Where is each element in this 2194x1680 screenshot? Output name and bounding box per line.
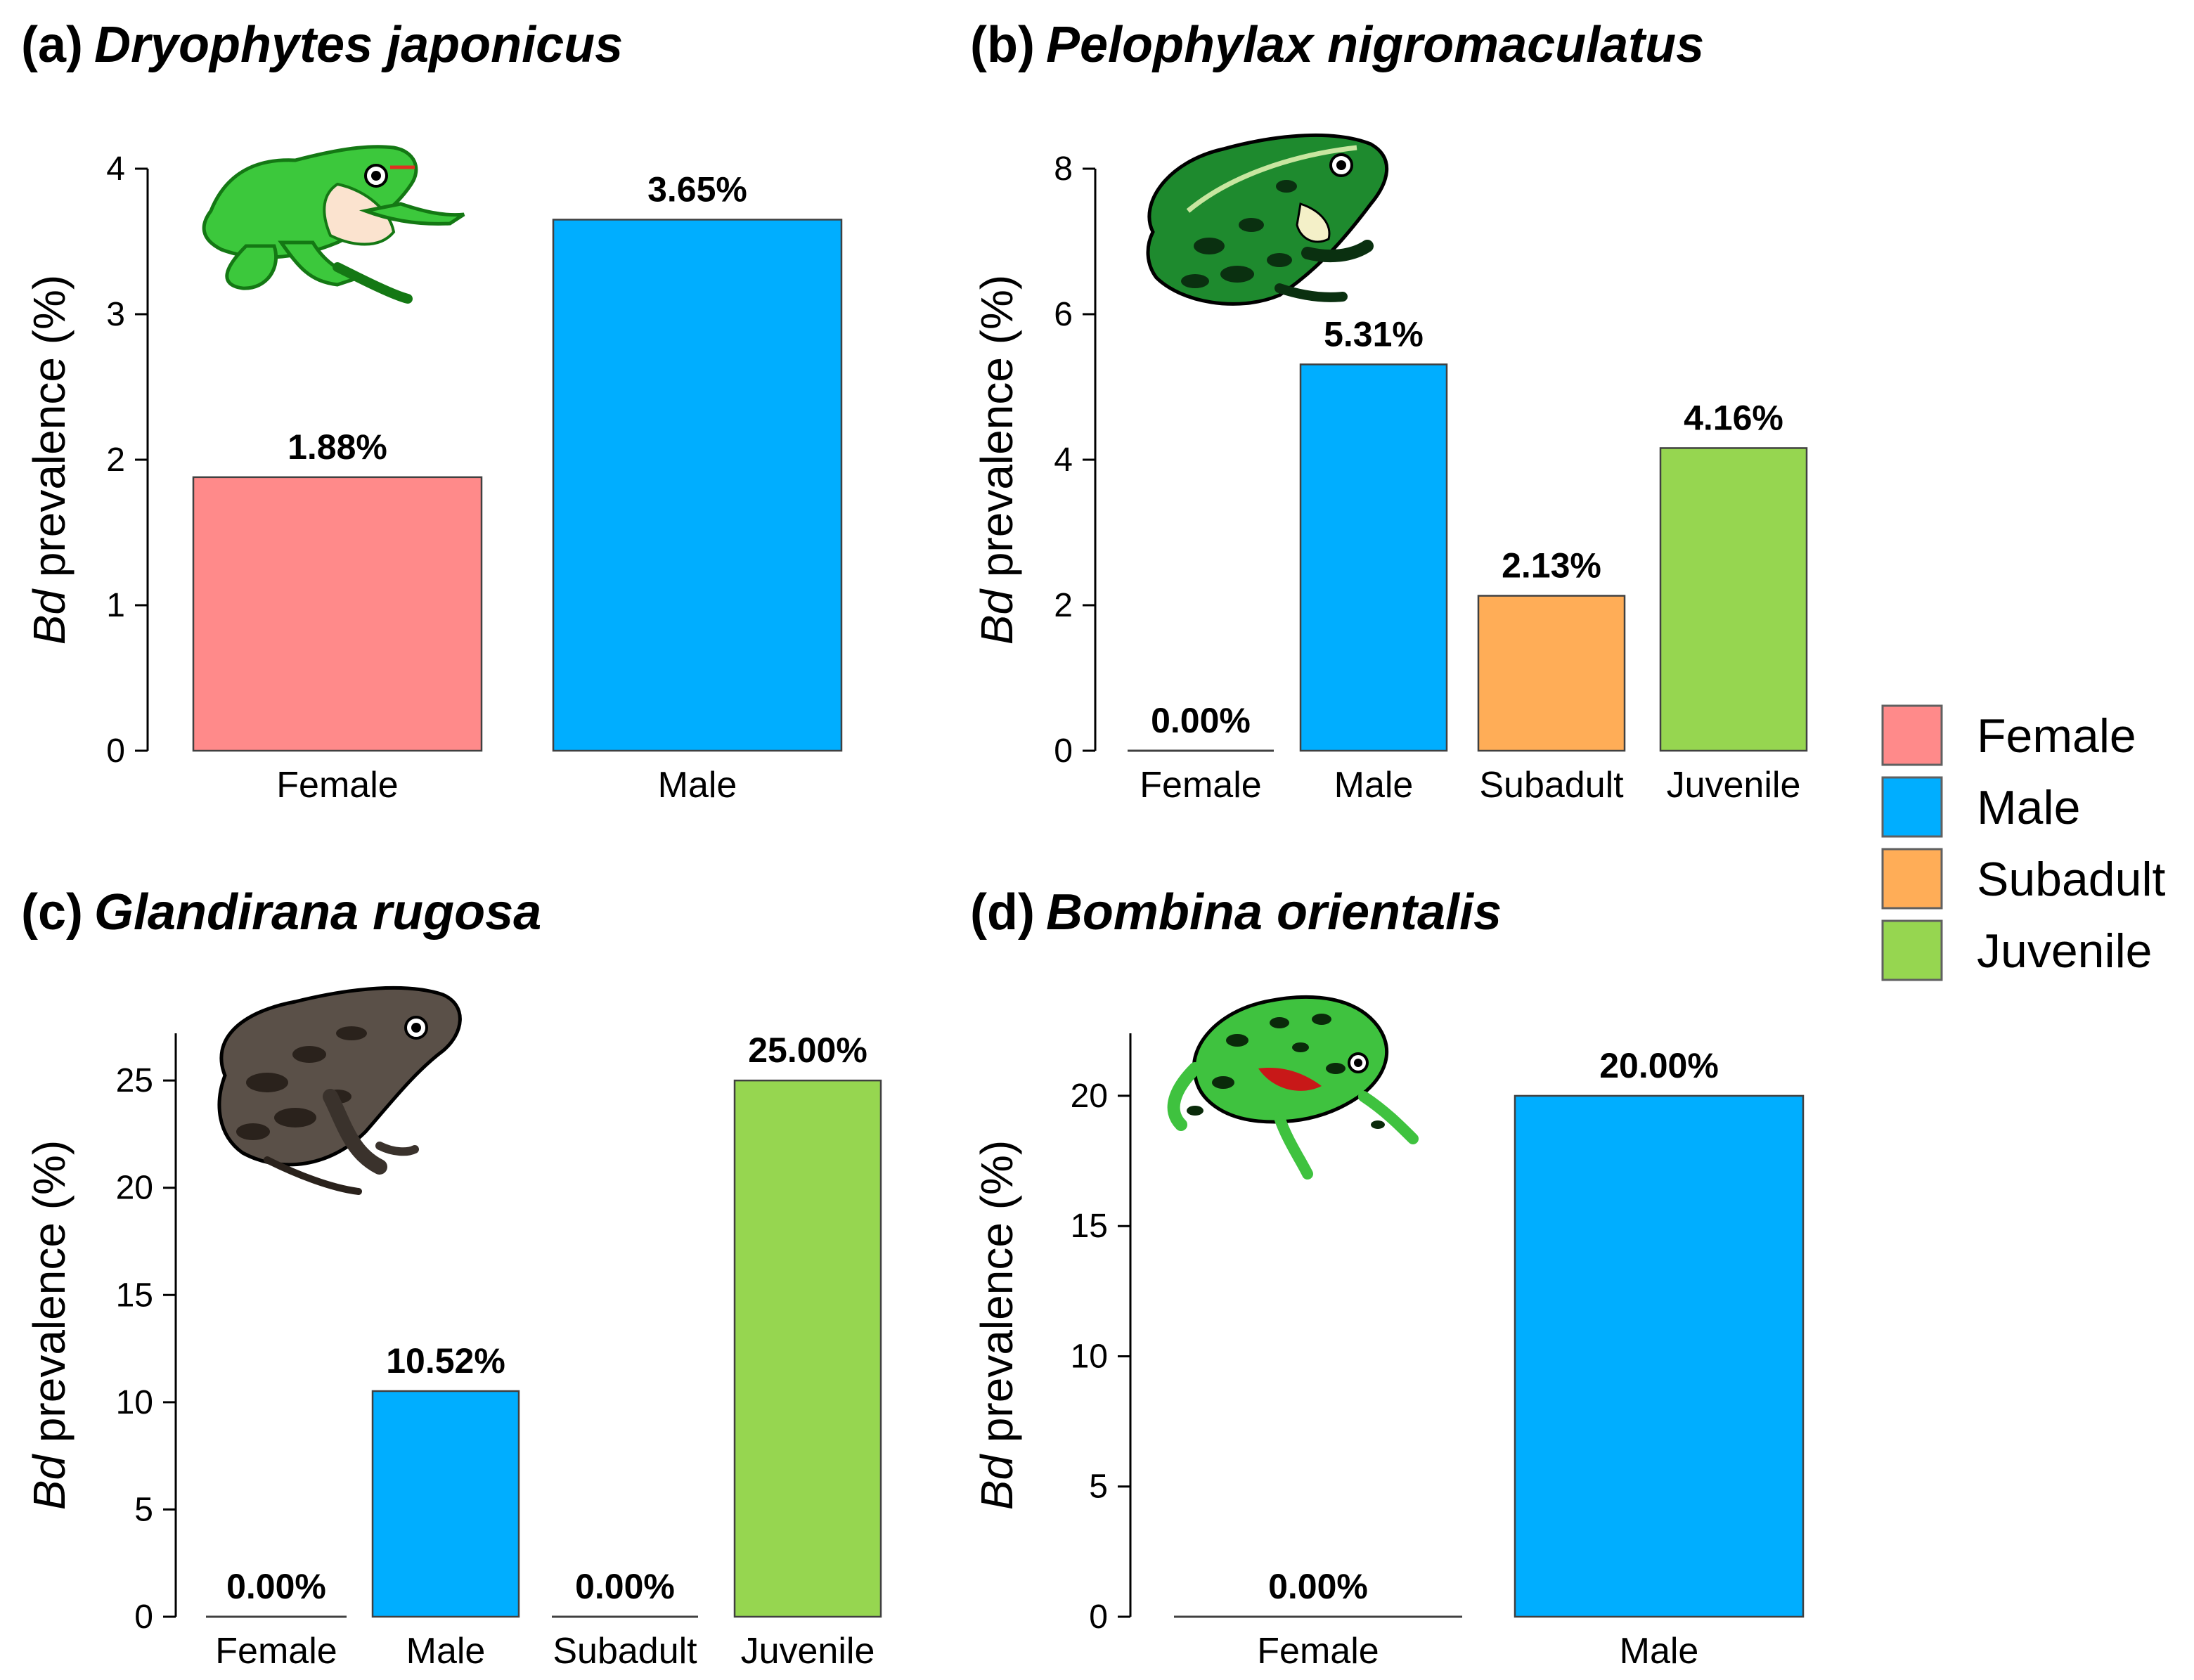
- legend-label-male: Male: [1977, 781, 2080, 834]
- panel-b-letter: (b): [970, 17, 1035, 73]
- category-label-a-male: Male: [658, 765, 737, 806]
- category-label-a-female: Female: [276, 765, 398, 806]
- category-label-b-subadult: Subadult: [1479, 765, 1624, 806]
- frog-illustration-d: [1167, 995, 1419, 1180]
- panel-d-letter: (d): [970, 884, 1035, 941]
- category-label-b-female: Female: [1140, 765, 1261, 806]
- y-tick-label-a-3: 3: [106, 296, 125, 333]
- panel-b: (b) Pelophylax nigromaculatus 0 2 4 6 8 Femal…: [970, 17, 1808, 806]
- y-axis-label-a: Bd prevalence (%): [24, 275, 75, 645]
- y-tick-label-b-4: 8: [1054, 150, 1073, 188]
- value-label-b-juvenile: 4.16%: [1684, 398, 1783, 437]
- y-tick-label-a-2: 2: [106, 441, 125, 479]
- y-tick-label-b-2: 4: [1054, 441, 1073, 479]
- frog-illustration-c: [217, 986, 462, 1195]
- frog-illustration-a: [202, 145, 465, 304]
- legend-swatch-female: [1881, 704, 1943, 766]
- y-tick-label-c-3: 15: [116, 1277, 153, 1314]
- panel-a-title: (a) Dryophytes japonicus: [21, 17, 623, 73]
- category-label-b-male: Male: [1334, 765, 1414, 806]
- category-label-c-female: Female: [215, 1631, 337, 1672]
- panel-d-species: Bombina orientalis: [1046, 884, 1502, 941]
- panel-c-species: Glandirana rugosa: [94, 884, 541, 941]
- panel-d: (d) Bombina orientalis 0 5 10 15 20 Female: [970, 884, 1805, 1672]
- panel-b-title: (b) Pelophylax nigromaculatus: [970, 17, 1704, 73]
- y-tick-label-d-4: 20: [1071, 1078, 1108, 1115]
- bar-b-juvenile: [1659, 447, 1808, 752]
- panel-a-species: Dryophytes japonicus: [94, 17, 623, 73]
- panel-c-title: (c) Glandirana rugosa: [21, 884, 541, 941]
- bar-d-male: [1514, 1094, 1805, 1618]
- y-tick-label-a-0: 0: [106, 732, 125, 770]
- legend: Female Male Subadult Juvenile: [1881, 704, 2166, 981]
- panel-d-title: (d) Bombina orientalis: [970, 884, 1502, 941]
- value-label-d-male: 20.00%: [1599, 1046, 1719, 1085]
- y-tick-label-c-2: 10: [116, 1384, 153, 1421]
- panel-c: (c) Glandirana rugosa 0 5 10 15 20 25 Female Ma…: [21, 884, 882, 1672]
- legend-swatch-male: [1881, 776, 1943, 838]
- panel-a: (a) Dryophytes japonicus 0 1 2 3 4 Female Male…: [21, 17, 843, 806]
- bar-c-juvenile: [733, 1079, 882, 1618]
- y-tick-label-c-1: 5: [134, 1491, 153, 1528]
- y-tick-label-a-4: 4: [106, 150, 125, 188]
- category-label-c-juvenile: Juvenile: [741, 1631, 875, 1672]
- y-tick-label-b-1: 2: [1054, 587, 1073, 624]
- category-label-c-subadult: Subadult: [553, 1631, 697, 1672]
- value-label-c-subadult: 0.00%: [575, 1567, 675, 1606]
- bar-b-subadult: [1477, 595, 1626, 752]
- value-label-b-female: 0.00%: [1151, 701, 1251, 740]
- category-label-d-female: Female: [1257, 1631, 1379, 1672]
- category-label-b-juvenile: Juvenile: [1667, 765, 1801, 806]
- category-label-c-male: Male: [406, 1631, 486, 1672]
- y-axis-label-b: Bd prevalence (%): [972, 275, 1022, 645]
- y-axis-label-d: Bd prevalence (%): [972, 1140, 1022, 1510]
- bar-b-male: [1299, 363, 1448, 752]
- value-label-c-male: 10.52%: [386, 1341, 505, 1381]
- y-tick-label-d-1: 5: [1089, 1468, 1108, 1506]
- bar-a-male: [552, 219, 843, 752]
- value-label-b-male: 5.31%: [1324, 314, 1424, 354]
- y-axis-label-c: Bd prevalence (%): [24, 1140, 75, 1510]
- panel-c-letter: (c): [21, 884, 83, 941]
- category-label-d-male: Male: [1620, 1631, 1699, 1672]
- panel-b-species: Pelophylax nigromaculatus: [1046, 17, 1704, 73]
- bar-a-female: [192, 476, 483, 752]
- value-label-a-male: 3.65%: [647, 169, 747, 209]
- y-tick-label-b-3: 6: [1054, 296, 1073, 333]
- value-label-b-subadult: 2.13%: [1502, 546, 1601, 586]
- value-label-c-female: 0.00%: [226, 1567, 326, 1606]
- y-tick-label-c-4: 20: [116, 1170, 153, 1207]
- y-tick-label-d-3: 15: [1071, 1208, 1108, 1245]
- y-tick-label-c-0: 0: [134, 1598, 153, 1636]
- panel-a-letter: (a): [21, 17, 83, 73]
- legend-label-subadult: Subadult: [1977, 853, 2166, 906]
- value-label-c-juvenile: 25.00%: [748, 1030, 867, 1070]
- y-tick-label-a-1: 1: [106, 587, 125, 624]
- value-label-d-female: 0.00%: [1268, 1567, 1368, 1606]
- y-tick-label-d-0: 0: [1089, 1598, 1108, 1636]
- y-tick-label-b-0: 0: [1054, 732, 1073, 770]
- legend-swatch-subadult: [1881, 848, 1943, 910]
- legend-label-female: Female: [1977, 709, 2136, 763]
- bar-c-male: [371, 1390, 520, 1618]
- value-label-a-female: 1.88%: [288, 427, 387, 467]
- y-tick-label-d-2: 10: [1071, 1338, 1108, 1375]
- legend-label-juvenile: Juvenile: [1977, 924, 2153, 978]
- frog-illustration-b: [1146, 133, 1389, 306]
- legend-swatch-juvenile: [1881, 919, 1943, 981]
- y-tick-label-c-5: 25: [116, 1062, 153, 1099]
